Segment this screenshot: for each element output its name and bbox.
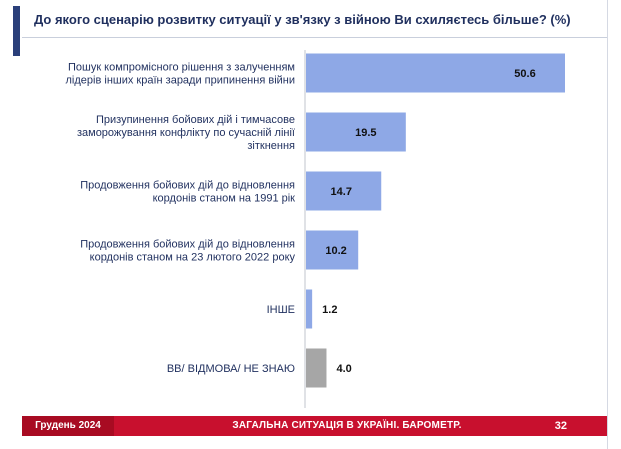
category-label-2: Призупинення бойових дій і тимчасове замо… xyxy=(77,114,295,152)
value-label-2: 19.5 xyxy=(355,127,376,139)
page-number: 32 xyxy=(554,420,567,432)
category-label-1: Пошук компромісного рішення з залученням… xyxy=(66,62,295,87)
category-label-3: Продовження бойових дій до відновлення ко… xyxy=(80,180,295,205)
footer-section-title: ЗАГАЛЬНА СИТУАЦІЯ В УКРАЇНІ. БАРОМЕТР. xyxy=(232,420,462,431)
bar-3 xyxy=(306,171,382,211)
title-divider xyxy=(22,37,607,38)
title-accent-bar xyxy=(13,6,20,56)
category-label-6: ВВ/ ВІДМОВА/ НЕ ЗНАЮ xyxy=(167,363,295,375)
footer-date: Грудень 2024 xyxy=(22,416,114,436)
category-label-5: ІНШЕ xyxy=(267,304,295,316)
footer-bar: Грудень 2024 ЗАГАЛЬНА СИТУАЦІЯ В УКРАЇНІ… xyxy=(22,416,607,436)
category-label-4: Продовження бойових дій до відновлення ко… xyxy=(80,239,295,264)
bar-6 xyxy=(306,348,327,388)
bar-2 xyxy=(306,112,406,152)
right-edge-line xyxy=(607,0,608,449)
value-label-1: 50.6 xyxy=(514,68,535,80)
bar-5 xyxy=(306,289,313,329)
value-label-3: 14.7 xyxy=(331,186,352,198)
chart-title: До якого сценарію розвитку ситуації у зв… xyxy=(34,12,571,27)
value-label-6: 4.0 xyxy=(336,363,351,375)
value-label-5: 1.2 xyxy=(322,304,337,316)
bar-chart: 50.6 Пошук компромісного рішення з залуче… xyxy=(66,50,565,408)
bar-1 xyxy=(306,53,565,93)
value-label-4: 10.2 xyxy=(325,245,346,257)
bar-4 xyxy=(306,230,359,270)
